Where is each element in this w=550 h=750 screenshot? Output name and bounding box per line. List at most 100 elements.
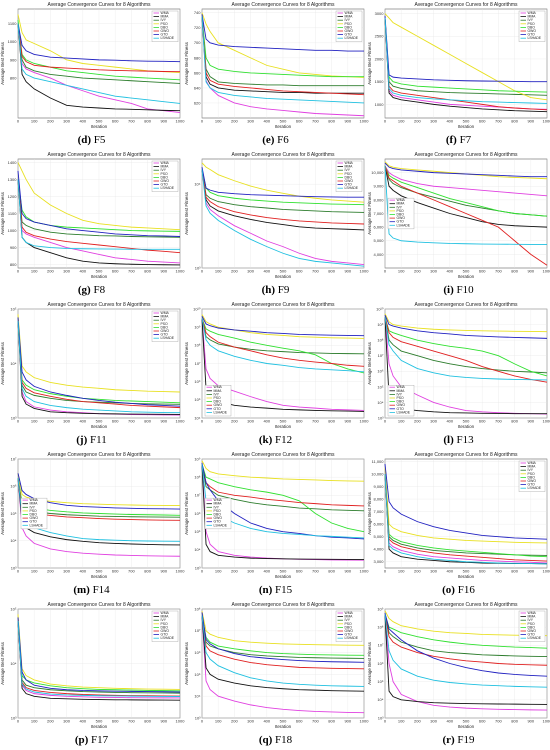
legend-box xyxy=(335,610,363,642)
series-line-wma xyxy=(384,474,548,564)
series-line-dbo xyxy=(201,464,365,533)
y-tick-label: 10⁸ xyxy=(194,343,200,348)
series-line-mma xyxy=(201,615,365,692)
y-tick-label: 1000 xyxy=(375,102,385,107)
x-tick-label: 400 xyxy=(79,569,86,574)
x-tick-label: 200 xyxy=(231,419,238,424)
x-tick-label: 300 xyxy=(63,569,70,574)
series-line-lshade xyxy=(384,165,548,246)
x-tick-label: 0 xyxy=(201,119,204,124)
series-line-lshade xyxy=(384,614,548,688)
y-tick-label: 10⁷ xyxy=(195,628,201,633)
y-tick-label: 10⁸ xyxy=(377,625,383,630)
x-tick-label: 300 xyxy=(63,419,70,424)
series-line-gwo xyxy=(384,165,548,266)
series-line-dbo xyxy=(201,16,364,78)
y-tick-label: 10⁴ xyxy=(10,361,16,366)
x-tick-label: 400 xyxy=(79,419,86,424)
series-line-gto xyxy=(384,15,547,83)
series-line-wma xyxy=(201,318,365,411)
panel-caption-label: (f) xyxy=(445,134,457,146)
x-tick-label: 300 xyxy=(63,719,70,724)
legend-label: GWO xyxy=(345,629,354,633)
legend-label: GWO xyxy=(161,179,170,183)
legend-label: IVY xyxy=(161,318,167,322)
x-tick-label: 1000 xyxy=(543,269,550,274)
series-line-mma xyxy=(201,464,365,561)
x-tick-label: 600 xyxy=(479,719,486,724)
y-tick-label: 10⁵ xyxy=(377,384,383,389)
y-tick-label: 1000 xyxy=(8,228,18,233)
x-tick-label: 300 xyxy=(247,419,254,424)
legend-label: GWO xyxy=(345,29,354,33)
x-axis-label: Iteration xyxy=(275,724,292,729)
panel-caption-label: (j) xyxy=(76,434,88,446)
legend-label: DBO xyxy=(345,175,353,179)
x-tick-label: 500 xyxy=(280,269,287,274)
y-tick-label: 10⁵ xyxy=(194,397,200,402)
chart-title: Average Convergence Curves for 8 Algorit… xyxy=(231,2,335,8)
legend-label: LSHADE xyxy=(161,636,175,640)
y-axis-label: Average Best Fitness xyxy=(0,491,5,534)
chart-svg: 0 100 200 300 400 500 600 700 800 900 1000 10³ 10⁴ 10… xyxy=(367,302,550,429)
y-tick-label: 10³ xyxy=(378,715,384,720)
x-tick-label: 300 xyxy=(430,719,437,724)
y-tick-label: 1000 xyxy=(8,39,18,44)
legend-label: GWO xyxy=(214,403,223,407)
x-tick-label: 800 xyxy=(144,419,151,424)
x-tick-label: 500 xyxy=(280,569,287,574)
x-tick-label: 900 xyxy=(344,419,351,424)
x-tick-label: 1000 xyxy=(360,119,370,124)
x-tick-label: 400 xyxy=(263,119,270,124)
series-line-ivy xyxy=(17,621,181,694)
y-tick-label: 7,000 xyxy=(373,211,384,216)
legend-label: MMA xyxy=(528,15,537,19)
series-line-ivy xyxy=(17,23,181,84)
y-tick-label: 3000 xyxy=(375,11,385,16)
y-tick-label: 10⁹ xyxy=(377,322,383,327)
chart-panel-f7: 0 100 200 300 400 500 600 700 800 900 1000 1000 1500… xyxy=(367,0,550,150)
series-line-gwo xyxy=(17,23,181,73)
series-line-gto xyxy=(201,14,364,52)
series-line-lshade xyxy=(201,615,365,687)
legend-label: GWO xyxy=(161,329,170,333)
y-tick-label: 1200 xyxy=(8,194,18,199)
legend-label: IVY xyxy=(161,18,167,22)
x-axis-label: Iteration xyxy=(458,124,475,129)
legend-label: IVY xyxy=(214,505,220,509)
y-tick-label: 10⁹ xyxy=(194,456,200,461)
x-tick-label: 600 xyxy=(296,419,303,424)
x-tick-label: 0 xyxy=(17,269,20,274)
panel-caption-label: (l) xyxy=(443,434,454,446)
x-tick-label: 0 xyxy=(17,419,20,424)
legend-label: IVY xyxy=(528,468,534,472)
series-line-wma xyxy=(17,478,181,557)
panel-caption-function: F5 xyxy=(91,134,106,146)
x-tick-label: 100 xyxy=(215,719,222,724)
chart-panel-f16: 0 100 200 300 400 500 600 700 800 900 1000 3,000 4,0… xyxy=(367,450,550,600)
legend-label: DBO xyxy=(345,625,353,629)
x-tick-label: 700 xyxy=(312,419,319,424)
series-line-lshade xyxy=(201,318,365,373)
legend-label: DBO xyxy=(528,25,536,29)
x-tick-label: 1000 xyxy=(360,719,370,724)
x-tick-label: 0 xyxy=(201,269,204,274)
legend-label: WMA xyxy=(397,385,406,389)
x-tick-label: 300 xyxy=(430,419,437,424)
series-line-gto xyxy=(17,473,181,510)
series-line-ivy xyxy=(384,614,548,658)
legend-label: GWO xyxy=(161,629,170,633)
legend-label: WMA xyxy=(214,498,223,502)
y-tick-label: 10⁹ xyxy=(377,606,383,611)
series-line-wma xyxy=(201,615,365,714)
y-tick-label: 8,000 xyxy=(373,496,384,501)
legend-label: GTO xyxy=(161,333,169,337)
legend-label: LSHADE xyxy=(161,186,175,190)
series-line-dbo xyxy=(384,473,548,558)
y-tick-label: 700 xyxy=(194,40,201,45)
x-tick-label: 700 xyxy=(495,419,502,424)
y-tick-label: 10,000 xyxy=(371,170,384,175)
